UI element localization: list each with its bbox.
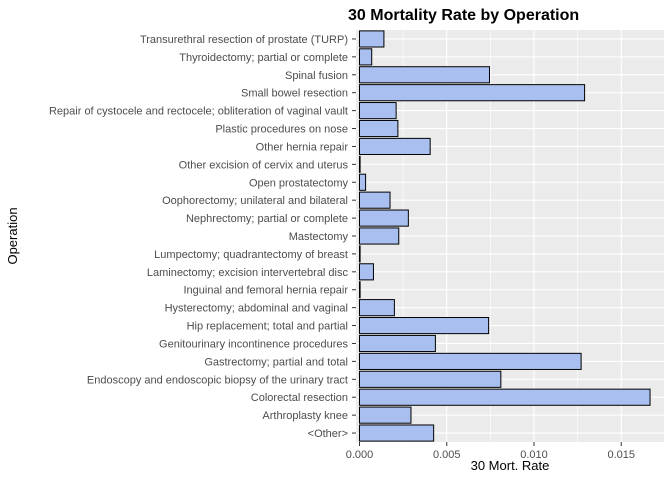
bar [358, 173, 367, 191]
bar [358, 281, 361, 299]
bar [358, 119, 399, 138]
x-tick-label: 0.015 [607, 449, 635, 461]
bar [358, 102, 397, 120]
bar [358, 137, 431, 155]
y-tick-label: Open prostatectomy [249, 177, 349, 189]
x-tick-label: 0.005 [433, 449, 461, 461]
bar [358, 30, 385, 48]
bar [358, 155, 361, 173]
y-tick-label: Hysterectomy; abdominal and vaginal [165, 303, 348, 315]
y-tick-label: Mastectomy [289, 231, 349, 243]
y-tick-label: Inguinal and femoral hernia repair [184, 285, 349, 297]
y-tick-labels: Transurethral resection of prostate (TUR… [49, 34, 349, 440]
y-tick-label: Plastic procedures on nose [215, 124, 348, 136]
y-tick-label: Nephrectomy; partial or complete [186, 213, 348, 225]
bar [358, 191, 391, 209]
bar [358, 263, 374, 281]
bar [358, 334, 436, 353]
bar [358, 227, 400, 245]
x-tick-label: 0.010 [520, 449, 548, 461]
bar [358, 424, 435, 442]
y-tick-label: Transurethral resection of prostate (TUR… [140, 34, 348, 46]
bar [358, 66, 490, 84]
y-tick-label: Thyroidectomy; partial or complete [179, 52, 348, 64]
bar [358, 388, 651, 406]
bar [358, 299, 395, 317]
y-tick-label: Lumpectomy; quadrantectomy of breast [154, 249, 348, 261]
y-tick-label: Other hernia repair [256, 141, 349, 153]
y-tick-label: Colorectal resection [251, 392, 348, 404]
y-tick-label: Genitourinary incontinence procedures [159, 338, 348, 350]
bar [358, 406, 412, 424]
y-tick-label: Small bowel resection [241, 88, 348, 100]
bar [358, 370, 502, 388]
y-tick-label: Spinal fusion [285, 70, 348, 82]
y-tick-label: Laminectomy; excision intervertebral dis… [147, 267, 349, 279]
x-ticks [358, 442, 622, 446]
y-tick-label: Oophorectomy; unilateral and bilateral [162, 195, 348, 207]
y-ticks [352, 38, 356, 434]
bar [358, 48, 373, 66]
y-tick-label: Other excision of cervix and uterus [179, 159, 349, 171]
y-axis-title: Operation [5, 207, 20, 264]
x-tick-label: 0.000 [346, 449, 374, 461]
bar [358, 317, 490, 335]
bar [358, 84, 586, 102]
y-tick-label: Gastrectomy; partial and total [204, 356, 348, 368]
bar [358, 209, 409, 227]
bar [358, 245, 361, 263]
chart-title: 30 Mortality Rate by Operation [348, 7, 579, 24]
y-tick-label: Arthroplasty knee [262, 410, 348, 422]
x-tick-labels: 0.000 0.005 0.010 0.015 [346, 449, 635, 461]
y-tick-label: <Other> [308, 428, 348, 440]
bar [358, 352, 582, 370]
x-axis-title: 30 Mort. Rate [471, 458, 550, 473]
y-tick-label: Repair of cystocele and rectocele; oblit… [49, 106, 348, 118]
bars [358, 30, 651, 442]
y-tick-label: Endoscopy and endoscopic biopsy of the u… [87, 374, 348, 386]
y-tick-label: Hip replacement; total and partial [187, 321, 348, 333]
